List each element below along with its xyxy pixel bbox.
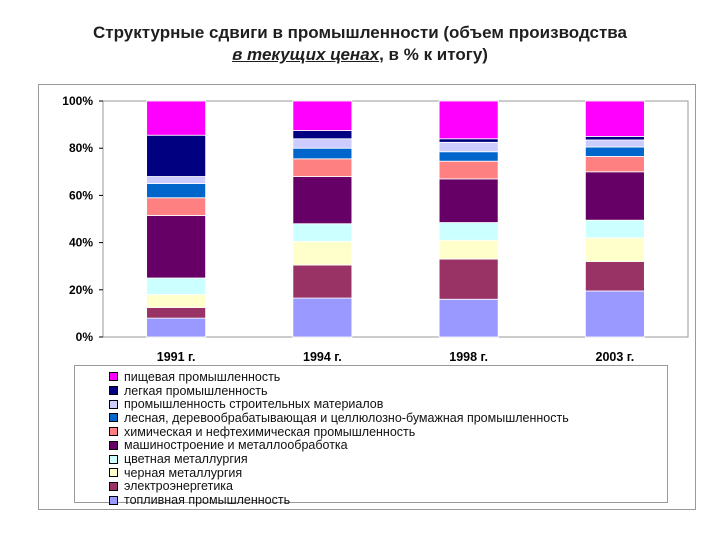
legend-label: пищевая промышленность bbox=[124, 369, 281, 384]
legend-label: электроэнергетика bbox=[124, 479, 233, 494]
bar-segment bbox=[584, 261, 645, 292]
bar-segment bbox=[146, 294, 207, 308]
bar-segment bbox=[438, 239, 499, 260]
chart-title: Структурные сдвиги в промышленности (объ… bbox=[20, 22, 700, 66]
y-tick-label: 20% bbox=[69, 283, 93, 297]
bar-segment bbox=[438, 141, 499, 153]
y-tick-label: 100% bbox=[62, 94, 93, 108]
stacked-bar-chart: 0% 20% 40% 60% 80% 100% 1991 г. 1994 г. 1998 г. 2… bbox=[62, 94, 689, 364]
bar-segment bbox=[292, 138, 353, 149]
legend-swatch bbox=[109, 399, 118, 409]
bar-segment bbox=[584, 135, 645, 141]
bar-segment bbox=[146, 134, 207, 177]
bar-segment bbox=[146, 277, 207, 295]
legend-label: топливная промышленность bbox=[124, 493, 291, 508]
bar-segment bbox=[584, 100, 645, 137]
legend-swatch bbox=[109, 372, 118, 382]
legend-item: легкая промышленность bbox=[109, 384, 268, 398]
legend-swatch bbox=[109, 481, 118, 491]
legend-item: машиностроение и металлообработка bbox=[109, 438, 348, 453]
legend-item: пищевая промышленность bbox=[109, 370, 280, 384]
legend-item: цветная металлургия bbox=[109, 452, 248, 466]
bar-segment bbox=[584, 171, 645, 221]
bar-segment bbox=[146, 183, 207, 199]
legend-label: черная металлургия bbox=[124, 465, 243, 480]
legend-item: промышленность строительных материалов bbox=[109, 397, 383, 411]
bar-segment bbox=[438, 222, 499, 241]
y-tick-label: 0% bbox=[76, 330, 94, 344]
bar-segment bbox=[584, 156, 645, 173]
bar-segment bbox=[292, 223, 353, 242]
bar-segment bbox=[438, 160, 499, 180]
title-line-1: Структурные сдвиги в промышленности (объ… bbox=[93, 23, 627, 42]
bar-segment bbox=[584, 139, 645, 148]
legend-label: лесная, деревообрабатывающая и целлюлозн… bbox=[124, 410, 569, 425]
title-line-2-rest: , в % к итогу) bbox=[379, 45, 488, 64]
bar-segment bbox=[292, 176, 353, 225]
title-emphasis: в текущих ценах bbox=[232, 45, 380, 64]
title-line-2: в текущих ценах, в % к итогу) bbox=[20, 44, 700, 66]
legend-item: электроэнергетика bbox=[109, 479, 233, 494]
bar-segment bbox=[292, 241, 353, 266]
legend-swatch bbox=[109, 427, 118, 437]
legend-swatch bbox=[109, 468, 118, 478]
legend-item: черная металлургия bbox=[109, 466, 242, 480]
bar-segment bbox=[438, 178, 499, 223]
legend-label: машиностроение и металлообработка bbox=[124, 438, 348, 453]
bar-segment bbox=[584, 219, 645, 239]
y-tick-label: 80% bbox=[69, 141, 93, 155]
bar-segment bbox=[146, 317, 207, 338]
legend-swatch bbox=[109, 386, 118, 396]
bar-segment bbox=[438, 151, 499, 162]
bar-segment bbox=[584, 146, 645, 157]
bar-segment bbox=[146, 307, 207, 319]
bar-segment bbox=[438, 100, 499, 140]
x-tick-label: 1991 г. bbox=[157, 350, 196, 364]
legend-item: топливная промышленность bbox=[109, 493, 290, 507]
legend-label: промышленность строительных материалов bbox=[124, 397, 384, 412]
bar-segment bbox=[292, 130, 353, 140]
plot-area bbox=[102, 100, 689, 338]
legend-swatch bbox=[109, 413, 118, 423]
legend-label: легкая промышленность bbox=[124, 383, 268, 398]
legend-label: цветная металлургия bbox=[124, 452, 248, 467]
legend-label: химическая и нефтехимическая промышленно… bbox=[124, 424, 416, 439]
bar-segment bbox=[292, 264, 353, 299]
chart-legend: пищевая промышленность легкая промышленно… bbox=[74, 365, 668, 507]
y-tick-label: 60% bbox=[69, 188, 93, 202]
bar-segment bbox=[146, 197, 207, 216]
bar-segment bbox=[146, 176, 207, 185]
x-tick-label: 1994 г. bbox=[303, 350, 342, 364]
bar-segment bbox=[438, 138, 499, 143]
bar-segment bbox=[438, 258, 499, 300]
y-tick-label: 40% bbox=[69, 236, 93, 250]
bar-segment bbox=[292, 147, 353, 160]
bar-segment bbox=[584, 237, 645, 262]
legend-item: лесная, деревообрабатывающая и целлюлозн… bbox=[109, 411, 569, 425]
x-tick-label: 2003 г. bbox=[596, 350, 635, 364]
bar-segment bbox=[438, 298, 499, 338]
bar-segment bbox=[292, 100, 353, 131]
bar-segment bbox=[146, 215, 207, 279]
bar-segment bbox=[146, 100, 207, 136]
bar-segment bbox=[584, 290, 645, 338]
bar-segment bbox=[292, 297, 353, 338]
legend-item: химическая и нефтехимическая промышленно… bbox=[109, 425, 415, 439]
legend-swatch bbox=[109, 495, 118, 505]
legend-swatch bbox=[109, 454, 118, 464]
bar-segment bbox=[292, 158, 353, 177]
x-tick-label: 1998 г. bbox=[449, 350, 488, 364]
legend-swatch bbox=[109, 440, 118, 450]
